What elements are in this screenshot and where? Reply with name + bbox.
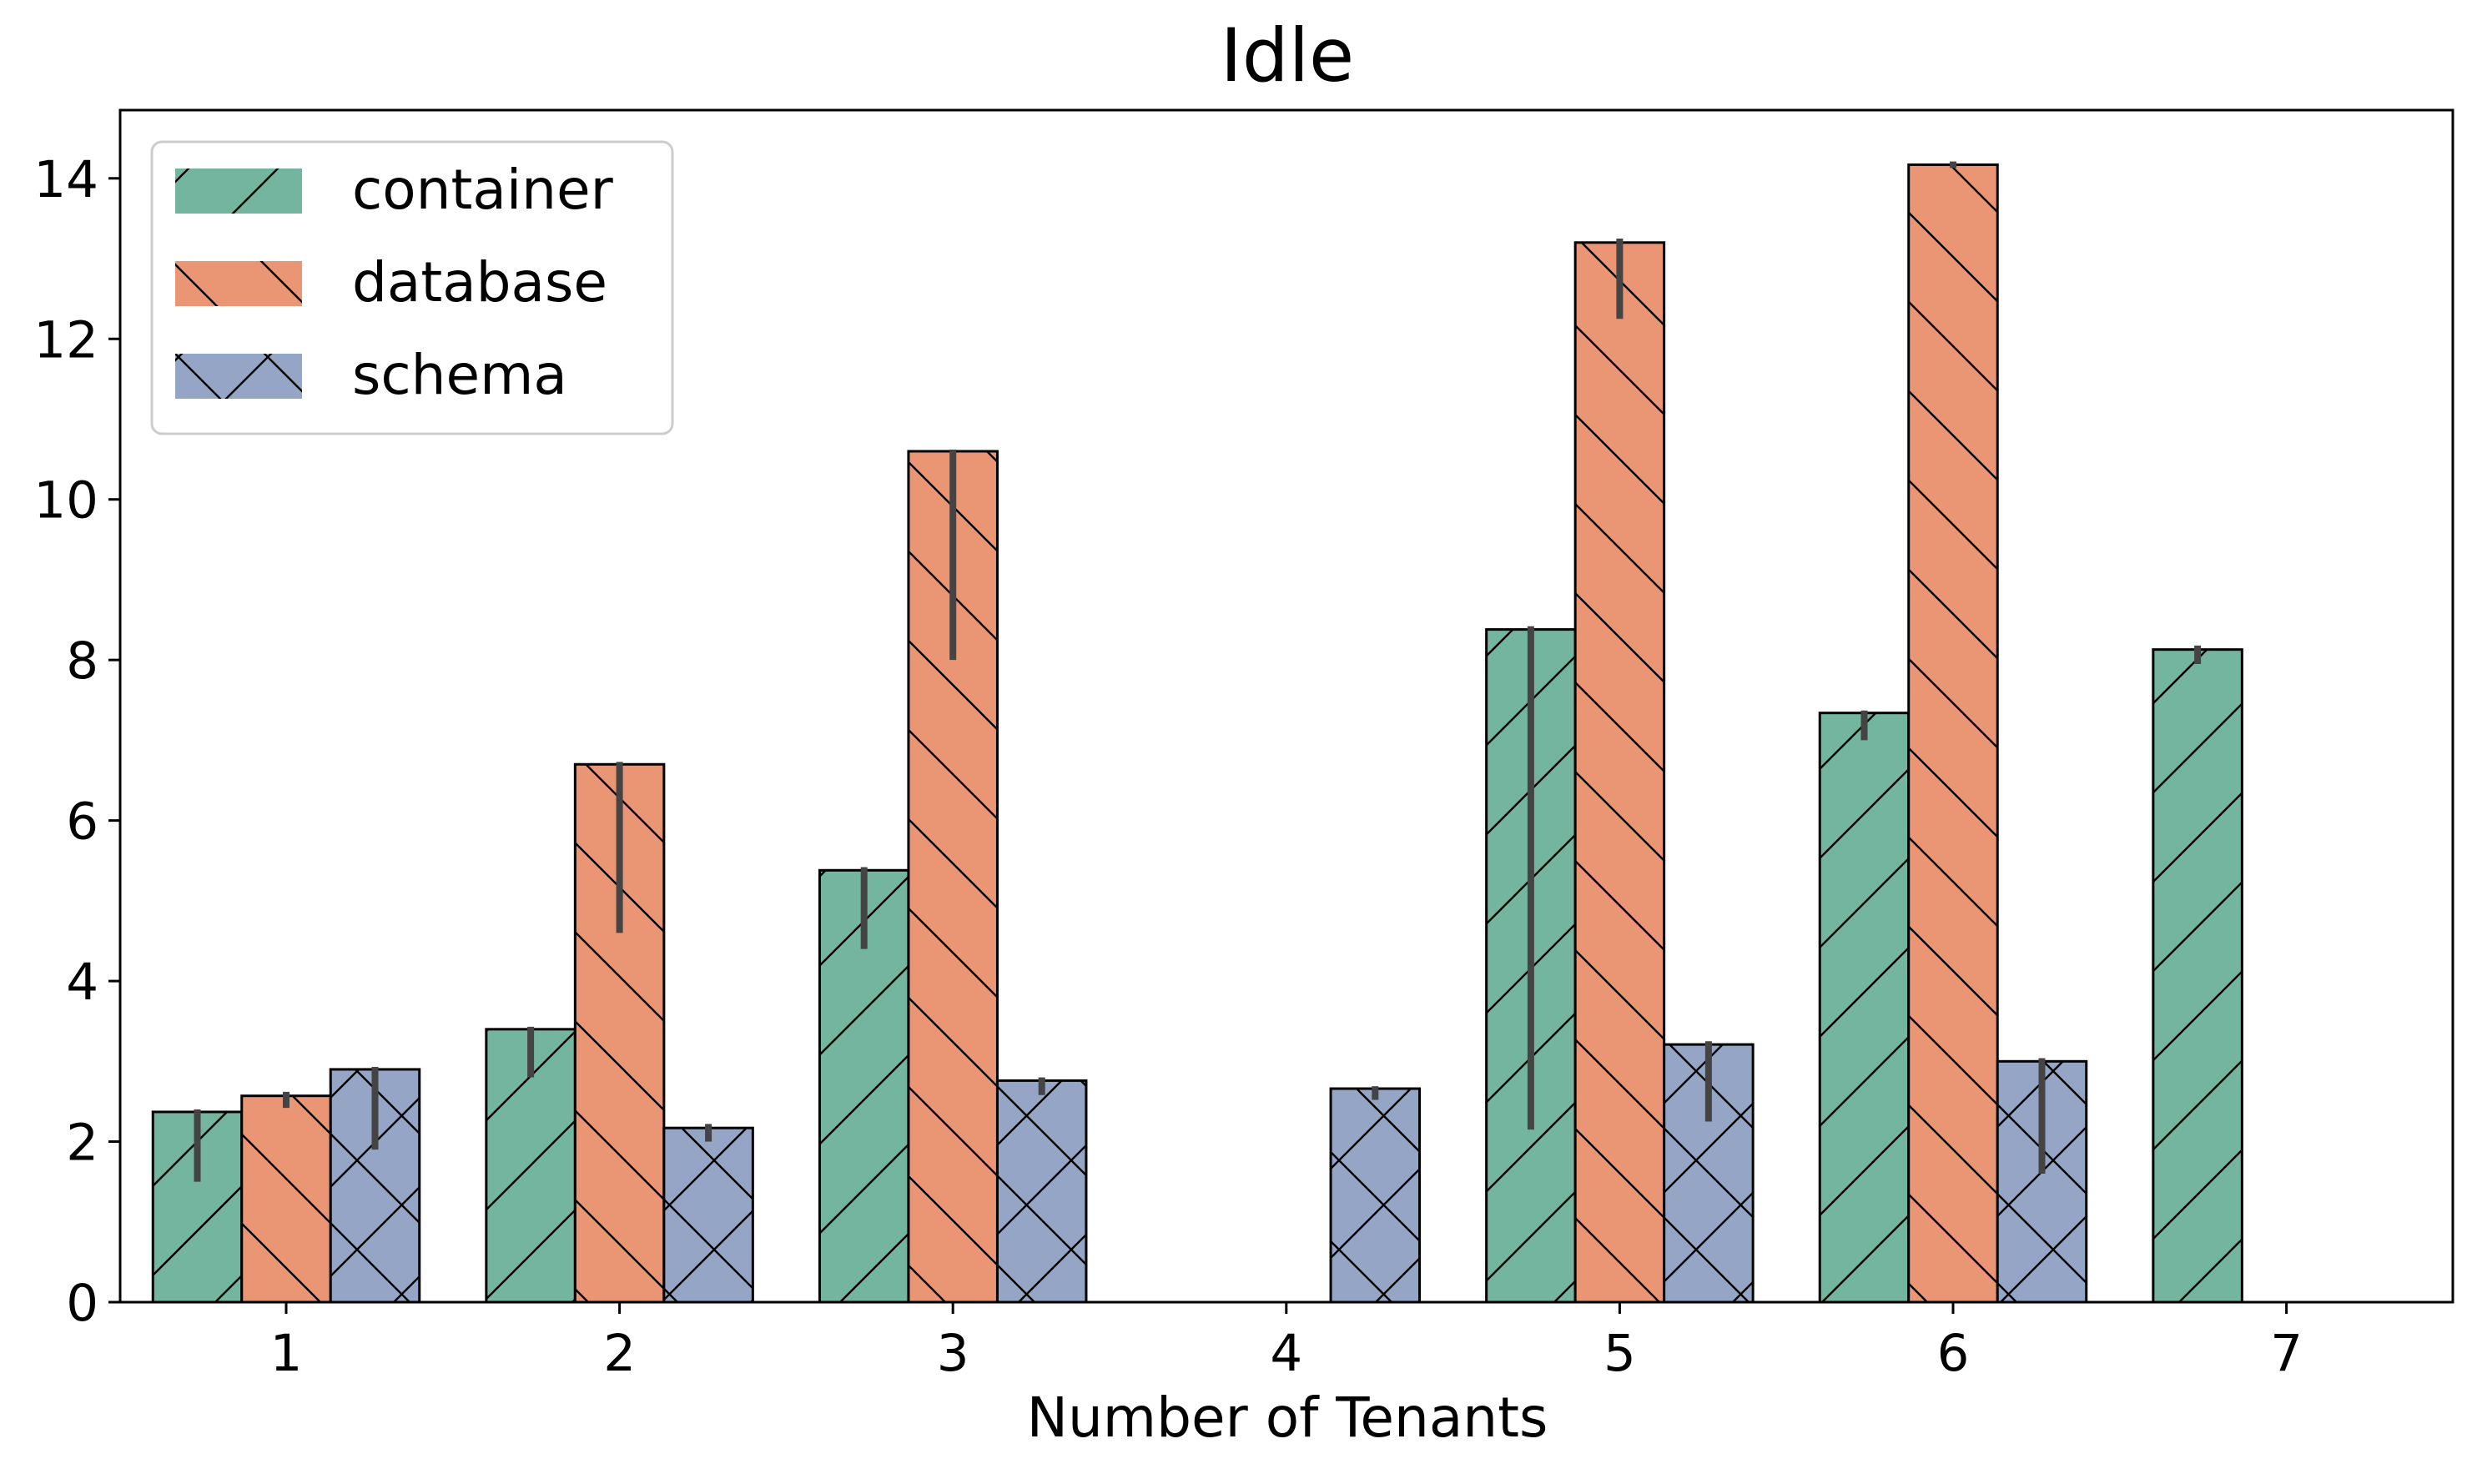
chart-title: Idle (1221, 13, 1354, 98)
x-tick-label: 1 (270, 1324, 303, 1383)
legend-label: container (352, 158, 614, 222)
x-axis: 1 2 3 4 5 6 7 (270, 1302, 2303, 1383)
y-tick-label: 12 (33, 310, 98, 370)
x-tick-label: 4 (1270, 1324, 1302, 1383)
bar-hatch (1820, 712, 1909, 1302)
bar-hatch (997, 1080, 1086, 1302)
legend-entry-container: container (175, 158, 614, 222)
legend-swatch-hatch (175, 169, 302, 214)
y-tick-label: 6 (66, 792, 98, 852)
bar-database-5 (1573, 241, 1666, 1304)
legend-label: database (352, 250, 607, 314)
legend-entry-schema: schema (175, 343, 567, 407)
y-tick-label: 8 (66, 631, 98, 691)
bar-container-7 (2152, 648, 2243, 1304)
legend-label: schema (352, 343, 567, 407)
bar-container-6 (1818, 712, 1911, 1304)
bar-hatch (1575, 242, 1664, 1302)
bar-hatch (1908, 164, 1998, 1303)
legend: container database schema (150, 140, 674, 435)
y-tick-label: 14 (33, 150, 98, 209)
y-tick-label: 10 (33, 471, 98, 531)
y-tick-label: 2 (66, 1114, 98, 1173)
legend-swatch-hatch (175, 261, 302, 306)
x-tick-label: 5 (1604, 1324, 1636, 1383)
bar-hatch (663, 1128, 753, 1302)
bar-schema-2 (662, 1126, 754, 1304)
bar-schema-4 (1329, 1087, 1422, 1304)
error-bars-layer (194, 161, 2202, 1182)
y-axis: 0 2 4 6 8 10 12 14 (33, 150, 120, 1333)
bar-hatch (1331, 1089, 1420, 1302)
y-tick-label: 4 (66, 953, 98, 1012)
bars-layer (151, 163, 2243, 1304)
bar-database-1 (240, 1094, 332, 1304)
bar-hatch (2152, 649, 2243, 1302)
legend-swatch-hatch (175, 354, 302, 399)
x-tick-label: 6 (1937, 1324, 1970, 1383)
x-axis-label: Number of Tenants (1027, 1386, 1548, 1450)
bar-hatch (241, 1095, 331, 1302)
y-tick-label: 0 (66, 1274, 98, 1333)
bar-schema-3 (995, 1079, 1088, 1304)
x-tick-label: 2 (603, 1324, 636, 1383)
bar-database-6 (1907, 163, 1999, 1304)
x-tick-label: 7 (2270, 1324, 2303, 1383)
x-tick-label: 3 (937, 1324, 969, 1383)
legend-entry-database: database (175, 250, 607, 314)
bar-schema-5 (1663, 1043, 1755, 1304)
